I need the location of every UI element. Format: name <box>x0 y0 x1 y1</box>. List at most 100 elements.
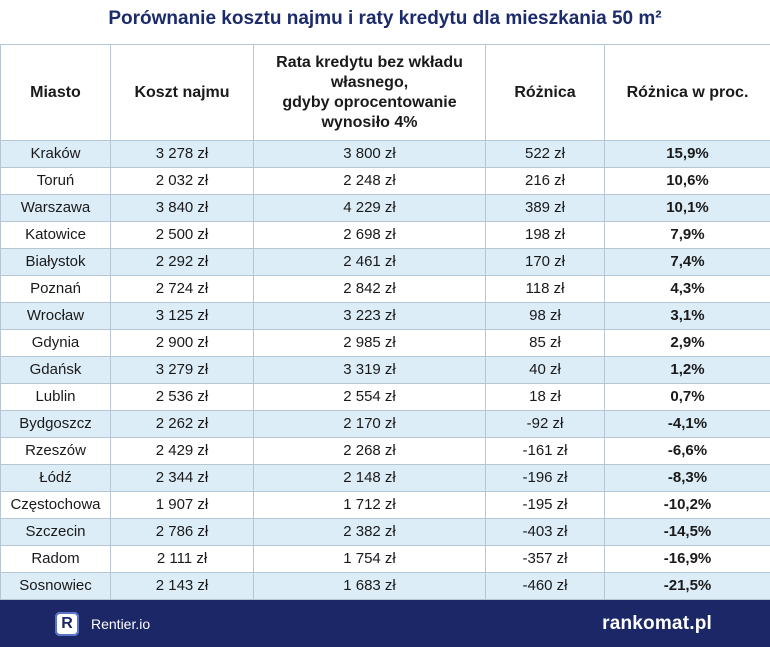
header-loan: Rata kredytu bez wkładu własnego, gdyby … <box>253 44 486 141</box>
comparison-table: Miasto Koszt najmu Rata kredytu bez wkła… <box>0 44 770 600</box>
cell-loan: 2 268 zł <box>253 437 486 465</box>
table-row: Sosnowiec 2 143 zł 1 683 zł -460 zł -21,5% <box>0 572 770 600</box>
cell-diff: -403 zł <box>485 518 605 546</box>
table-row: Białystok 2 292 zł 2 461 zł 170 zł 7,4% <box>0 248 770 276</box>
cell-rent: 1 907 zł <box>110 491 254 519</box>
cell-loan: 4 229 zł <box>253 194 486 222</box>
cell-loan: 3 319 zł <box>253 356 486 384</box>
cell-diff-pct: 10,6% <box>604 167 770 195</box>
cell-diff: -92 zł <box>485 410 605 438</box>
header-loan-line3: gdyby oprocentowanie <box>282 93 457 111</box>
cell-city: Rzeszów <box>0 437 111 465</box>
cell-city: Bydgoszcz <box>0 410 111 438</box>
cell-diff-pct: 0,7% <box>604 383 770 411</box>
header-loan-line1: Rata kredytu bez wkładu <box>276 53 463 71</box>
table-row: Szczecin 2 786 zł 2 382 zł -403 zł -14,5% <box>0 518 770 546</box>
cell-loan: 2 985 zł <box>253 329 486 357</box>
rankomat-logo: rankomat.pl <box>602 612 712 634</box>
cell-diff-pct: 15,9% <box>604 140 770 168</box>
table-body: Kraków 3 278 zł 3 800 zł 522 zł 15,9% Toruń 2 … <box>0 140 770 600</box>
cell-diff-pct: -16,9% <box>604 545 770 573</box>
cell-city: Gdynia <box>0 329 111 357</box>
cell-city: Szczecin <box>0 518 111 546</box>
cell-diff: 170 zł <box>485 248 605 276</box>
cell-diff-pct: 7,4% <box>604 248 770 276</box>
cell-rent: 2 536 zł <box>110 383 254 411</box>
table-row: Katowice 2 500 zł 2 698 zł 198 zł 7,9% <box>0 221 770 249</box>
table-row: Bydgoszcz 2 262 zł 2 170 zł -92 zł -4,1% <box>0 410 770 438</box>
cell-diff-pct: -14,5% <box>604 518 770 546</box>
cell-diff-pct: 1,2% <box>604 356 770 384</box>
cell-diff: 216 zł <box>485 167 605 195</box>
cell-diff: -357 zł <box>485 545 605 573</box>
cell-city: Warszawa <box>0 194 111 222</box>
table-row: Poznań 2 724 zł 2 842 zł 118 zł 4,3% <box>0 275 770 303</box>
rentier-brand-label: Rentier.io <box>91 615 151 632</box>
cell-loan: 2 170 zł <box>253 410 486 438</box>
cell-diff-pct: -6,6% <box>604 437 770 465</box>
cell-rent: 3 278 zł <box>110 140 254 168</box>
cell-diff-pct: -21,5% <box>604 572 770 600</box>
cell-city: Radom <box>0 545 111 573</box>
cell-rent: 2 262 zł <box>110 410 254 438</box>
cell-diff: 18 zł <box>485 383 605 411</box>
cell-rent: 2 292 zł <box>110 248 254 276</box>
cell-diff: 85 zł <box>485 329 605 357</box>
cell-loan: 3 223 zł <box>253 302 486 330</box>
rentier-brand: R Rentier.io <box>55 611 151 636</box>
cell-diff: -460 zł <box>485 572 605 600</box>
header-diff: Różnica <box>485 44 605 141</box>
table-row: Kraków 3 278 zł 3 800 zł 522 zł 15,9% <box>0 140 770 168</box>
cell-rent: 2 344 zł <box>110 464 254 492</box>
table-row: Gdańsk 3 279 zł 3 319 zł 40 zł 1,2% <box>0 356 770 384</box>
cell-rent: 2 143 zł <box>110 572 254 600</box>
page-title: Porównanie kosztu najmu i raty kredytu d… <box>108 8 662 29</box>
cell-loan: 2 248 zł <box>253 167 486 195</box>
cell-loan: 3 800 zł <box>253 140 486 168</box>
cell-diff-pct: 2,9% <box>604 329 770 357</box>
cell-diff: 198 zł <box>485 221 605 249</box>
cell-rent: 2 900 zł <box>110 329 254 357</box>
header-city: Miasto <box>0 44 111 141</box>
cell-city: Sosnowiec <box>0 572 111 600</box>
cell-rent: 3 279 zł <box>110 356 254 384</box>
cell-diff: -196 zł <box>485 464 605 492</box>
cell-loan: 1 683 zł <box>253 572 486 600</box>
cell-diff: 40 zł <box>485 356 605 384</box>
table-row: Wrocław 3 125 zł 3 223 zł 98 zł 3,1% <box>0 302 770 330</box>
comparison-table-wrapper: Miasto Koszt najmu Rata kredytu bez wkła… <box>0 44 770 600</box>
cell-rent: 2 111 zł <box>110 545 254 573</box>
header-diff-pct: Różnica w proc. <box>604 44 770 141</box>
table-row: Toruń 2 032 zł 2 248 zł 216 zł 10,6% <box>0 167 770 195</box>
rentier-logo-icon: R <box>55 611 79 636</box>
cell-diff-pct: 4,3% <box>604 275 770 303</box>
cell-city: Częstochowa <box>0 491 111 519</box>
cell-diff-pct: -4,1% <box>604 410 770 438</box>
footer-bar: R Rentier.io rankomat.pl <box>0 600 770 647</box>
cell-diff: 98 zł <box>485 302 605 330</box>
cell-rent: 2 500 zł <box>110 221 254 249</box>
cell-city: Poznań <box>0 275 111 303</box>
header-rent: Koszt najmu <box>110 44 254 141</box>
cell-rent: 2 429 zł <box>110 437 254 465</box>
cell-loan: 2 698 zł <box>253 221 486 249</box>
cell-loan: 2 461 zł <box>253 248 486 276</box>
table-header-row: Miasto Koszt najmu Rata kredytu bez wkła… <box>0 44 770 141</box>
cell-rent: 3 840 zł <box>110 194 254 222</box>
cell-city: Łódź <box>0 464 111 492</box>
cell-loan: 2 842 zł <box>253 275 486 303</box>
cell-diff: 522 zł <box>485 140 605 168</box>
cell-city: Kraków <box>0 140 111 168</box>
table-row: Radom 2 111 zł 1 754 zł -357 zł -16,9% <box>0 545 770 573</box>
cell-city: Białystok <box>0 248 111 276</box>
cell-rent: 3 125 zł <box>110 302 254 330</box>
cell-city: Wrocław <box>0 302 111 330</box>
cell-rent: 2 786 zł <box>110 518 254 546</box>
cell-diff-pct: -10,2% <box>604 491 770 519</box>
cell-diff: -161 zł <box>485 437 605 465</box>
cell-diff: 389 zł <box>485 194 605 222</box>
cell-loan: 2 554 zł <box>253 383 486 411</box>
table-row: Częstochowa 1 907 zł 1 712 zł -195 zł -10,2% <box>0 491 770 519</box>
cell-rent: 2 724 zł <box>110 275 254 303</box>
cell-loan: 2 148 zł <box>253 464 486 492</box>
